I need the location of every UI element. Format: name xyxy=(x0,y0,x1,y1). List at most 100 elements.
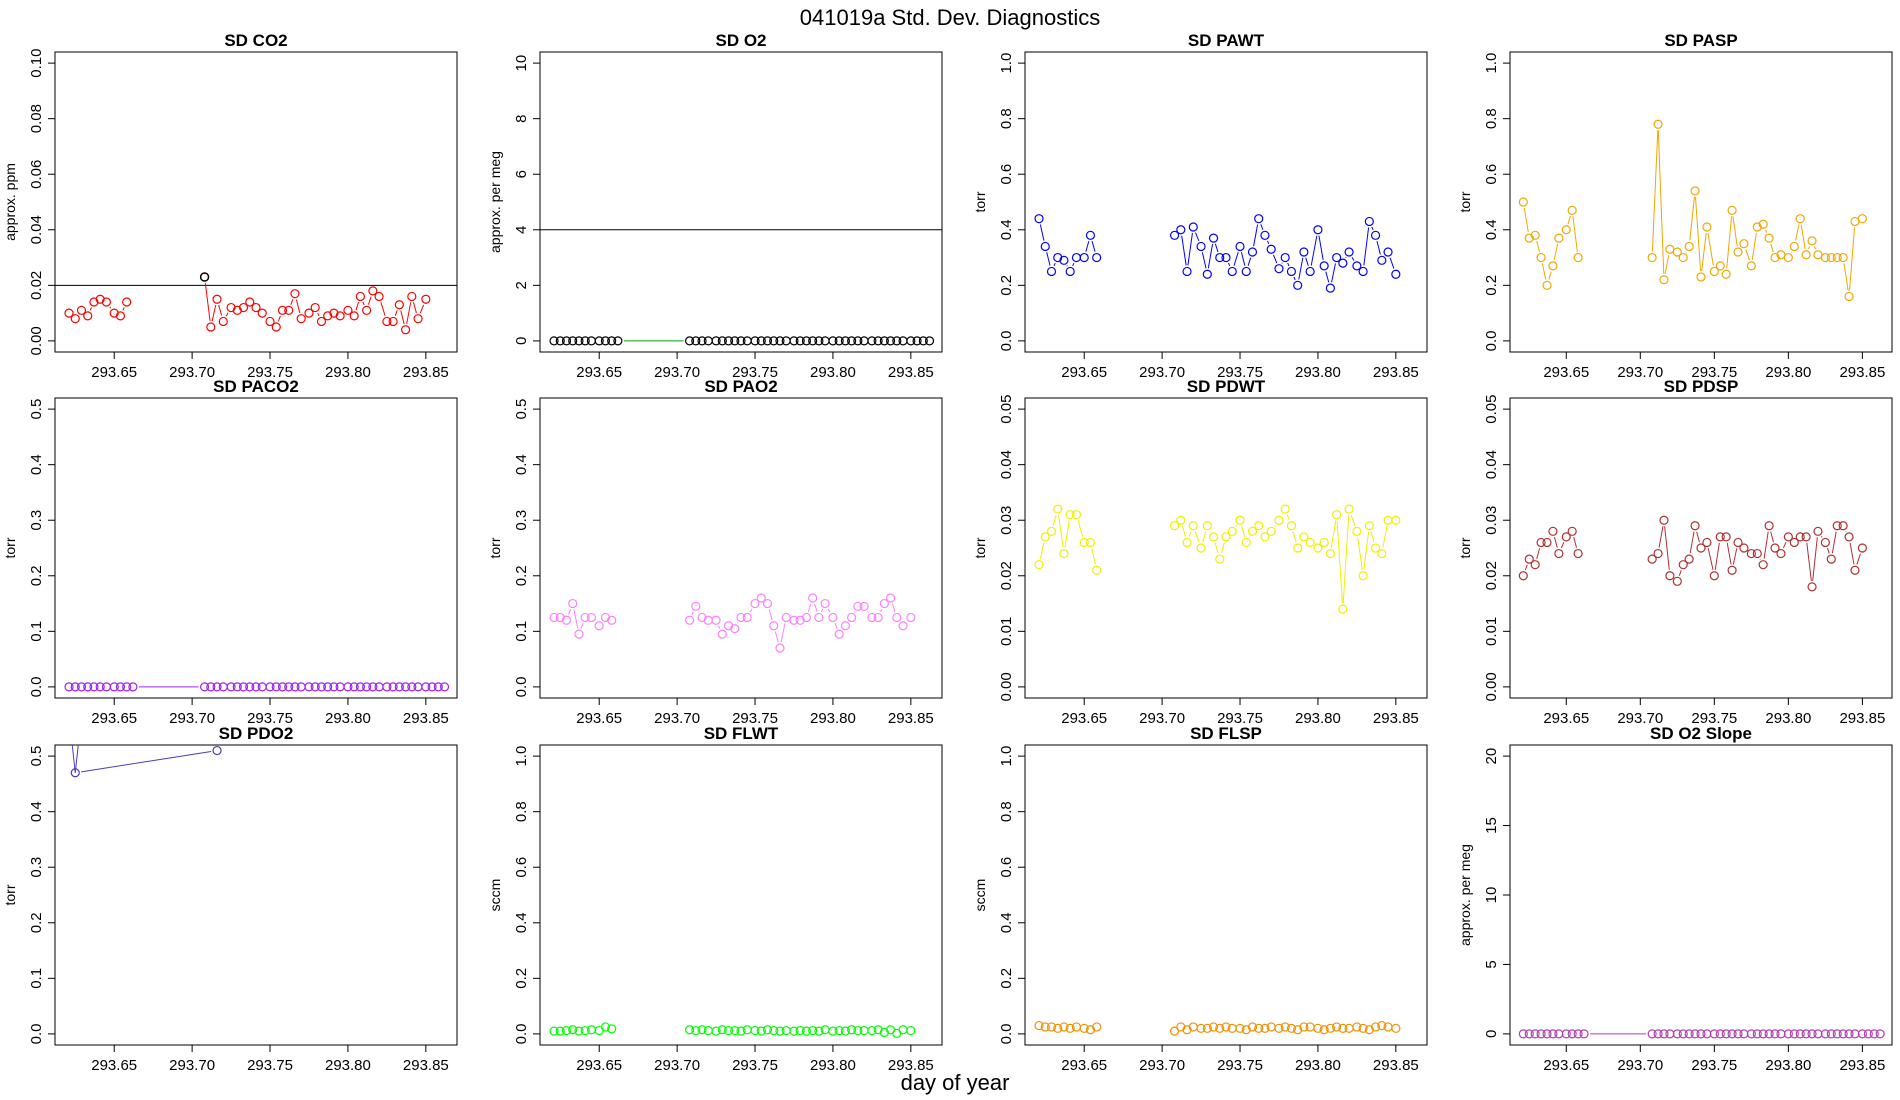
panel-sd-pdsp: SD PDSP 0.00 0.01 0.02 0.03 0.04 0.05 torr 293.6… xyxy=(1457,377,1893,727)
data-point xyxy=(1573,548,1583,559)
data-point xyxy=(859,601,869,611)
y-tick-label: 1.0 xyxy=(513,746,530,767)
series-line xyxy=(1214,542,1219,554)
data-point xyxy=(1280,1022,1290,1032)
y-axis-label: approx. ppm xyxy=(2,163,18,241)
data-point xyxy=(1801,532,1811,542)
y-tick-label: 0.4 xyxy=(998,912,1015,933)
data-point xyxy=(1235,515,1245,525)
data-point xyxy=(775,336,785,346)
data-point xyxy=(1813,250,1823,260)
x-tick-label: 293.85 xyxy=(888,1057,934,1074)
series-line xyxy=(394,310,398,316)
series-line xyxy=(1831,531,1837,554)
data-point xyxy=(568,1025,578,1035)
series-line xyxy=(406,302,412,324)
plot-frame xyxy=(1024,51,1428,353)
data-point xyxy=(1672,576,1682,586)
y-axis-label: torr xyxy=(2,537,18,558)
series-line xyxy=(89,307,92,311)
data-point xyxy=(1524,233,1534,243)
data-point xyxy=(594,336,604,346)
series-line xyxy=(1554,537,1558,548)
panel-title: SD FLSP xyxy=(1190,724,1262,743)
panel-title: SD PACO2 xyxy=(213,377,299,396)
data-point xyxy=(1770,543,1780,553)
data-point xyxy=(867,612,877,623)
y-tick-label: 10 xyxy=(1483,887,1500,904)
y-tick-label: 0.0 xyxy=(998,330,1015,351)
data-point xyxy=(1241,1025,1251,1035)
data-point xyxy=(1235,1023,1245,1033)
data-point xyxy=(691,336,701,346)
data-point xyxy=(1709,1029,1719,1039)
series-line xyxy=(1765,229,1768,233)
data-point xyxy=(879,1027,889,1038)
data-point xyxy=(1325,283,1335,293)
series-line xyxy=(290,299,294,305)
x-tick-label: 293.65 xyxy=(1543,364,1589,381)
data-point xyxy=(421,294,431,304)
series-line xyxy=(1664,255,1670,274)
series-line xyxy=(1536,548,1541,559)
series-line xyxy=(780,623,786,643)
data-point xyxy=(89,297,99,307)
data-point xyxy=(206,682,216,692)
x-tick-label: 293.70 xyxy=(1617,710,1663,727)
y-tick-label: 0.02 xyxy=(998,561,1015,590)
series-line xyxy=(1202,531,1207,543)
data-point xyxy=(549,612,559,623)
data-point xyxy=(756,593,766,603)
y-tick-label: 0.8 xyxy=(1483,108,1500,129)
series-line xyxy=(355,302,360,311)
data-point xyxy=(1338,604,1348,614)
data-point xyxy=(1764,1029,1774,1039)
y-axis-label: sccm xyxy=(972,879,988,912)
series-line xyxy=(891,603,896,612)
data-point xyxy=(1254,521,1264,531)
data-point xyxy=(1034,560,1044,570)
data-point xyxy=(1260,1023,1270,1033)
data-point xyxy=(1696,1029,1706,1039)
data-point xyxy=(1046,1022,1057,1032)
data-point xyxy=(1857,1029,1867,1039)
panel-sd-pawt: SD PAWT 0.0 0.2 0.4 0.6 0.8 1.0 torr 293.65 293.7… xyxy=(972,31,1428,381)
data-point xyxy=(723,621,734,631)
data-point xyxy=(1344,247,1354,257)
series-line xyxy=(1732,216,1738,247)
data-point xyxy=(368,286,378,296)
data-point xyxy=(1215,554,1225,564)
data-point xyxy=(555,1026,565,1036)
data-point xyxy=(1647,554,1657,564)
series-line xyxy=(1763,531,1769,559)
data-point xyxy=(684,1025,695,1035)
data-point xyxy=(1079,252,1089,263)
series-line xyxy=(718,625,721,629)
data-point xyxy=(912,336,922,346)
data-point xyxy=(1319,537,1329,548)
data-point xyxy=(1536,252,1546,263)
series-line xyxy=(1058,514,1064,548)
data-point xyxy=(1266,244,1276,254)
data-point xyxy=(1313,1023,1323,1033)
plot-frame xyxy=(54,744,458,1046)
data-point xyxy=(1046,526,1057,536)
data-point xyxy=(329,308,339,318)
y-tick-label: 0.02 xyxy=(28,271,45,300)
series-line xyxy=(1091,548,1096,565)
y-tick-label: 0.2 xyxy=(513,565,530,586)
series-line xyxy=(1241,525,1246,537)
data-point xyxy=(1783,1029,1793,1039)
x-tick-label: 293.70 xyxy=(654,710,700,727)
data-point xyxy=(549,336,559,346)
data-point xyxy=(586,612,597,623)
data-point xyxy=(750,1025,760,1036)
series-line xyxy=(1331,263,1336,283)
data-point xyxy=(814,1026,824,1036)
data-point xyxy=(898,1025,908,1035)
data-point xyxy=(594,621,604,631)
data-point xyxy=(1752,1029,1762,1039)
data-point xyxy=(762,598,773,609)
series-line xyxy=(1052,514,1057,526)
data-point xyxy=(1085,1025,1096,1035)
